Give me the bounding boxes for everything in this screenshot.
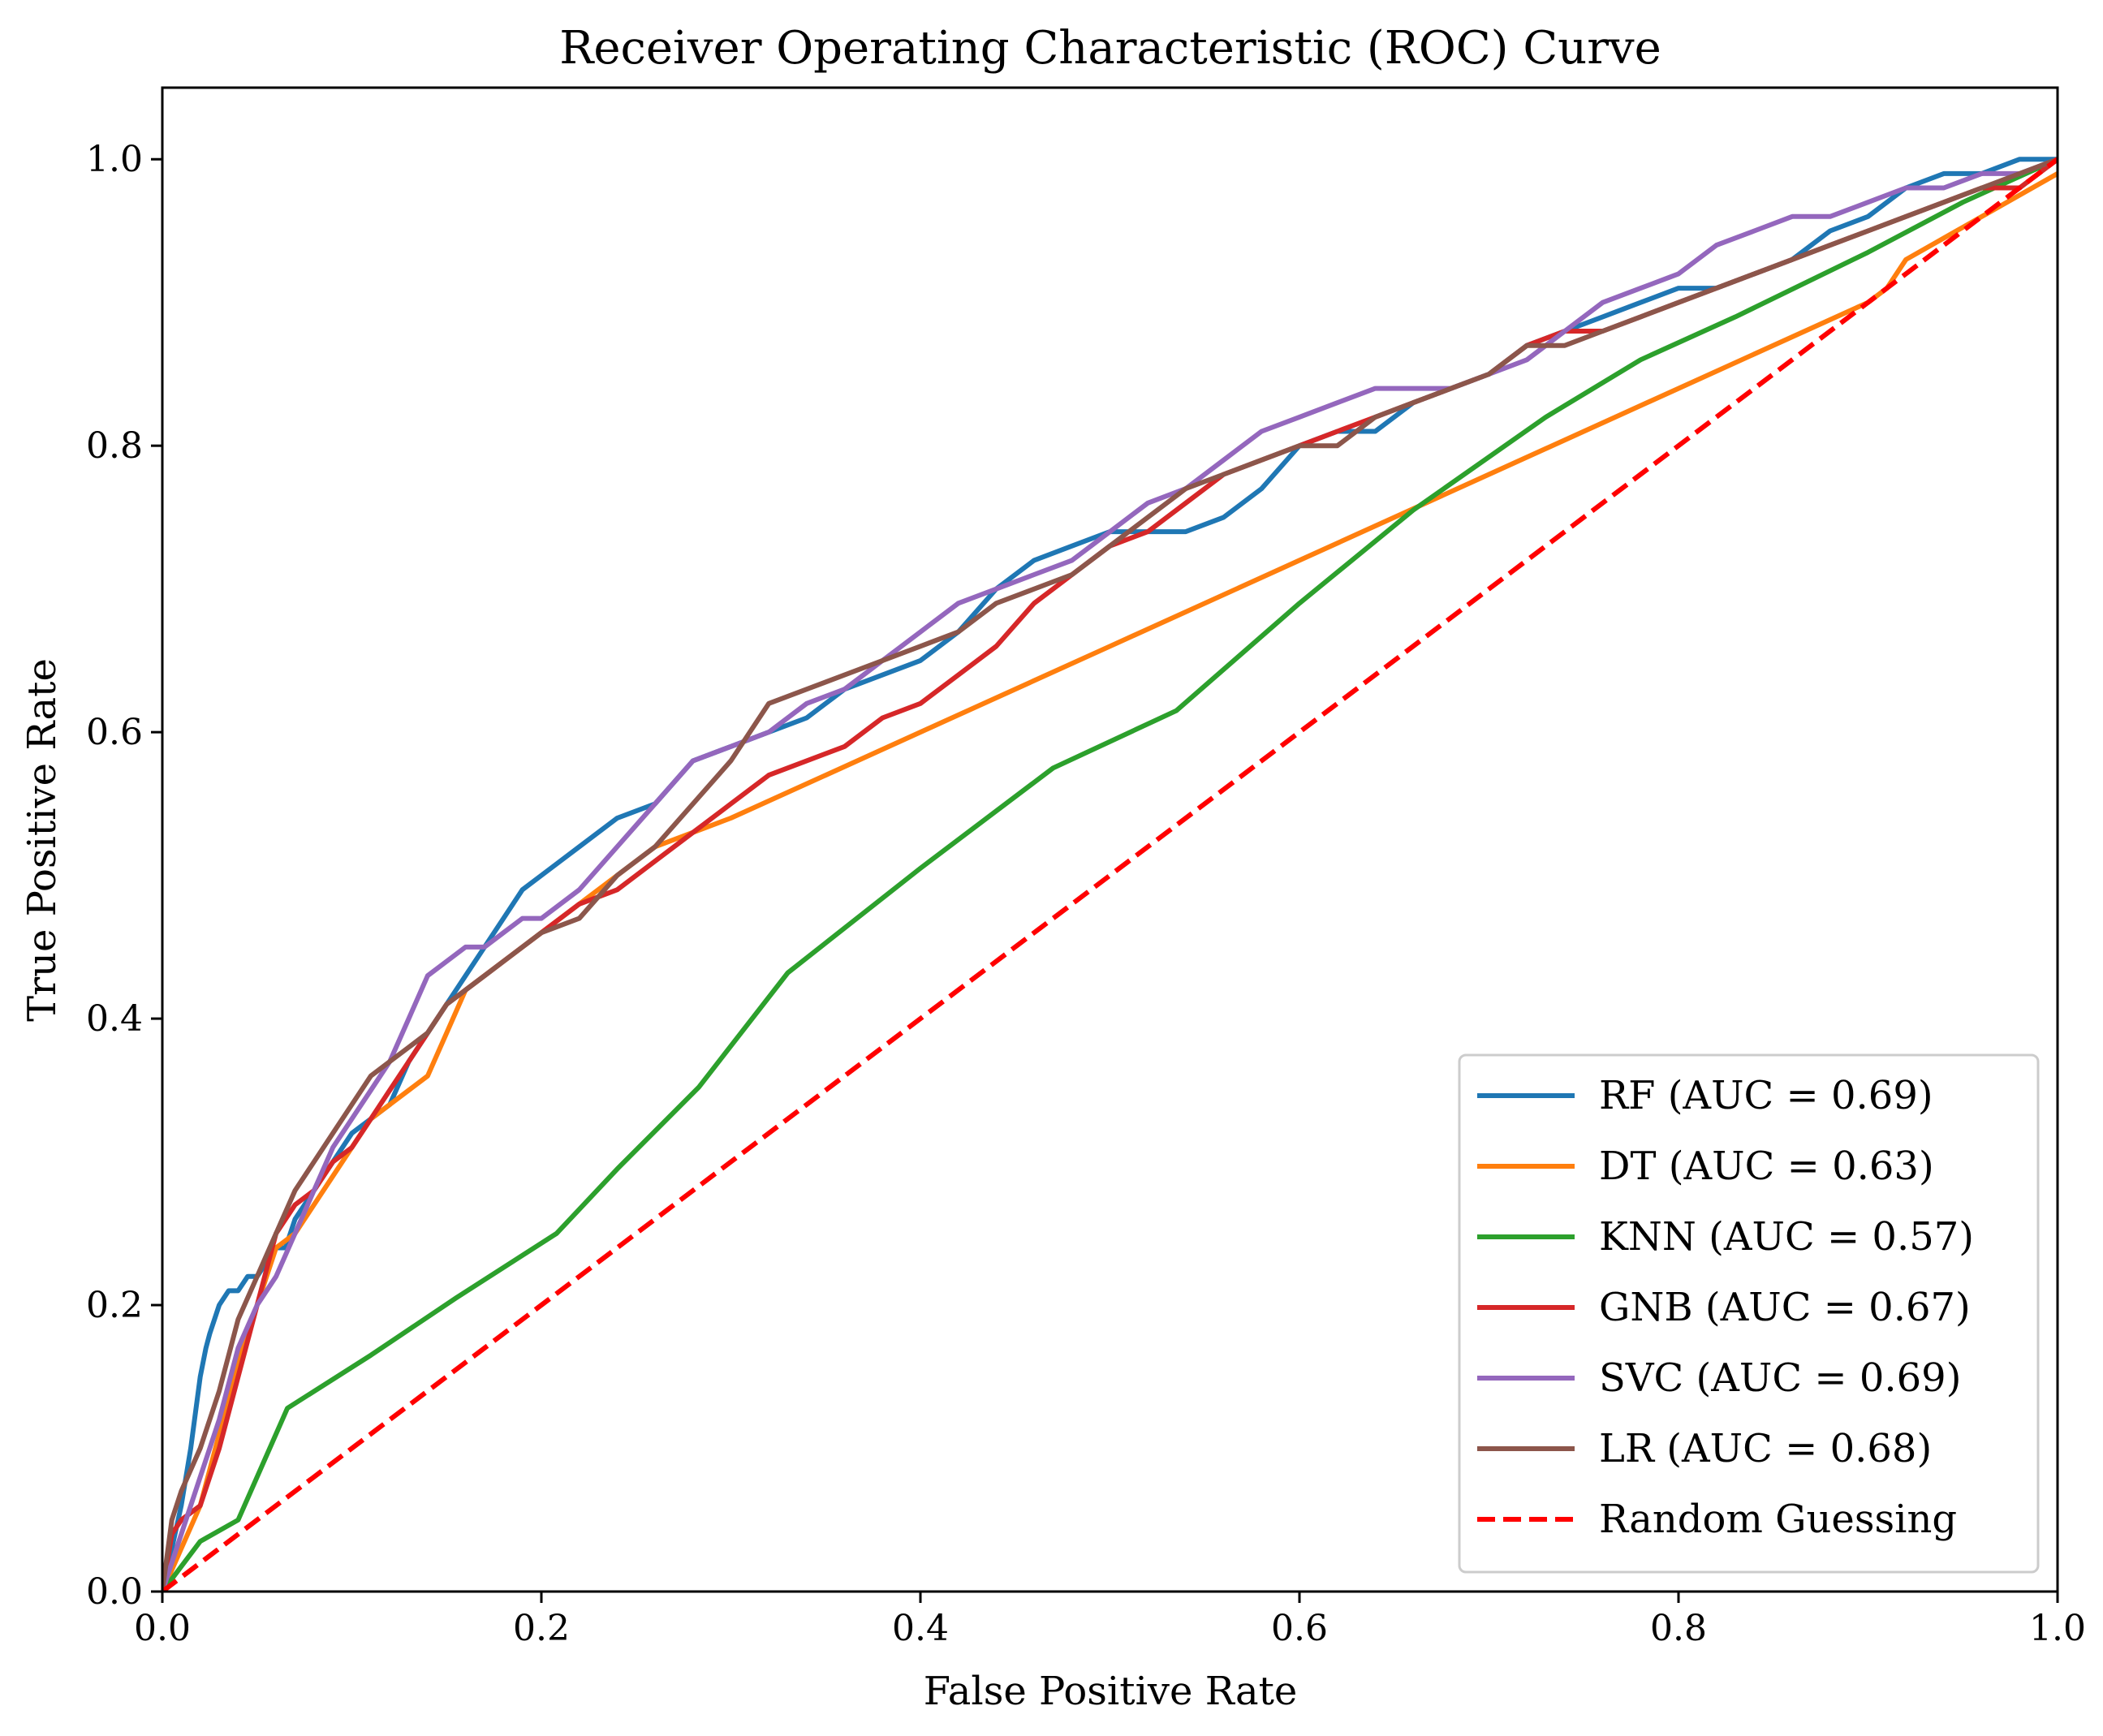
legend-label: LR (AUC = 0.68)	[1599, 1426, 1932, 1471]
series-line-4	[162, 157, 2058, 1592]
y-tick-label: 0.8	[86, 425, 143, 467]
y-tick-label: 0.4	[86, 998, 143, 1040]
x-tick-label: 0.0	[134, 1608, 191, 1649]
legend-label: GNB (AUC = 0.67)	[1599, 1285, 1971, 1330]
legend-label: RF (AUC = 0.69)	[1599, 1073, 1933, 1118]
x-tick-label: 0.4	[892, 1608, 949, 1649]
ticks-layer: 0.0 0.2 0.4 0.6 0.8 1.0 0.0 0.2 0.4 0.6 0.8 1.0	[86, 139, 2086, 1649]
series-line-6	[162, 157, 2058, 1592]
legend-label: KNN (AUC = 0.57)	[1599, 1214, 1974, 1260]
plot-frame	[161, 86, 2059, 1593]
legend-box	[1458, 1053, 2040, 1574]
x-tick-label: 0.2	[513, 1608, 570, 1649]
legend-label: SVC (AUC = 0.69)	[1599, 1355, 1961, 1401]
legend-label: DT (AUC = 0.63)	[1599, 1144, 1934, 1189]
x-axis-label: False Positive Rate	[924, 1669, 1298, 1714]
x-tick-label: 0.8	[1650, 1608, 1707, 1649]
y-tick-label: 1.0	[86, 139, 143, 180]
y-axis-label: True Positive Rate	[19, 658, 65, 1022]
series-layer	[162, 157, 2058, 1592]
series-line-2	[162, 157, 2058, 1592]
y-tick-label: 0.2	[86, 1285, 143, 1326]
series-line-5	[162, 157, 2058, 1592]
y-tick-label: 0.6	[86, 712, 143, 753]
legend-label: Random Guessing	[1599, 1497, 1957, 1542]
x-tick-label: 0.6	[1271, 1608, 1328, 1649]
y-tick-label: 0.0	[86, 1571, 143, 1613]
x-tick-label: 1.0	[2029, 1608, 2086, 1649]
legend: RF (AUC = 0.69) DT (AUC = 0.63) KNN (AUC =…	[1458, 1053, 2040, 1574]
chart-title: Receiver Operating Characteristic (ROC) …	[559, 22, 1661, 75]
